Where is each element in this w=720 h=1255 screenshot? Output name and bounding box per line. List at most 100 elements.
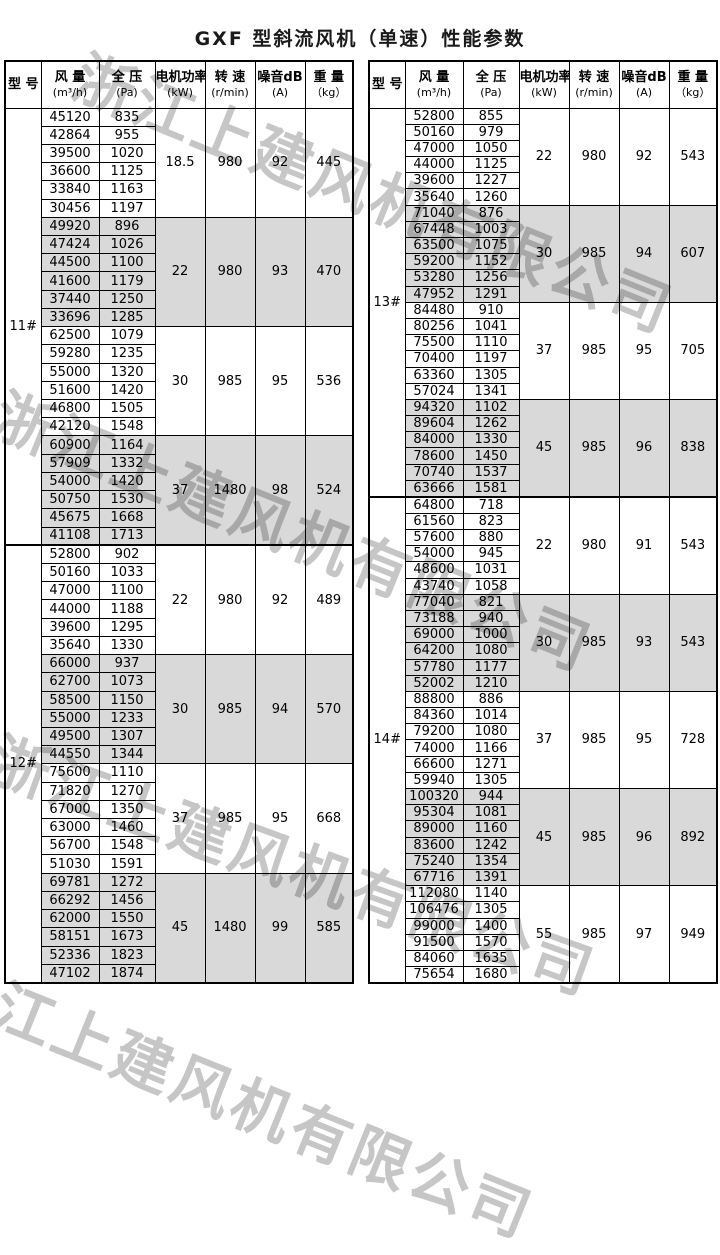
flow-cell: 67000 xyxy=(40,799,100,820)
table-row: 63500 1075 xyxy=(369,236,717,255)
pressure-cell: 902 xyxy=(98,544,156,564)
pressure-cell: 1530 xyxy=(98,490,156,510)
power-cell: 37 xyxy=(154,435,206,546)
pressure-cell: 1163 xyxy=(98,180,156,200)
pressure-cell: 1125 xyxy=(98,162,156,182)
flow-cell: 42120 xyxy=(40,417,100,437)
table-row: 57024 1341 xyxy=(369,382,717,400)
flow-cell: 91500 xyxy=(404,933,464,951)
table-row: 51030 1591 xyxy=(5,854,353,874)
flow-cell: 47000 xyxy=(404,139,464,158)
pressure-cell: 1177 xyxy=(462,658,520,676)
table-row: 45675 1668 xyxy=(5,508,353,528)
pressure-cell: 1548 xyxy=(98,836,156,856)
pressure-cell: 855 xyxy=(462,107,520,125)
pressure-cell: 1330 xyxy=(98,635,156,656)
power-cell: 30 xyxy=(154,654,206,765)
flow-cell: 47424 xyxy=(40,235,100,255)
table-row: 88800 886 37 985 95 728 xyxy=(369,690,718,790)
pressure-cell: 1450 xyxy=(462,447,520,465)
flow-cell: 67716 xyxy=(404,868,464,887)
table-row: 55000 1233 xyxy=(5,708,353,728)
flow-cell: 57024 xyxy=(404,382,464,400)
weight-cell: 536 xyxy=(304,326,354,437)
flow-cell: 47000 xyxy=(40,581,100,601)
col-header-power: 电机功率 (kW) xyxy=(154,60,206,109)
table-row: 67448 1003 xyxy=(369,220,717,239)
table-row: 47102 1874 xyxy=(5,963,353,984)
weight-cell: 445 xyxy=(304,107,354,218)
power-cell: 37 xyxy=(154,763,206,874)
table-row: 54000 1420 xyxy=(5,471,353,492)
flow-cell: 77040 xyxy=(404,593,464,611)
flow-cell: 62000 xyxy=(40,909,100,929)
flow-cell: 63000 xyxy=(40,818,100,838)
table-row: 66000 937 30 985 94 570 xyxy=(5,654,354,765)
flow-cell: 55000 xyxy=(40,362,100,382)
noise-cell: 94 xyxy=(618,204,670,303)
col-header-power: 电机功率 (kW) xyxy=(518,60,570,109)
weight-cell: 705 xyxy=(668,301,718,400)
pressure-cell: 1550 xyxy=(98,909,156,929)
performance-table-right: 型 号 风 量 (m³/h) 全 压 (Pa) 电机功率 (kW) 转 速 (r/min… xyxy=(368,60,718,985)
flow-cell: 75654 xyxy=(404,966,464,984)
pressure-cell: 1058 xyxy=(462,577,520,595)
pressure-cell: 896 xyxy=(98,216,156,237)
weight-cell: 489 xyxy=(304,544,354,656)
weight-cell: 728 xyxy=(668,690,718,790)
flow-cell: 47952 xyxy=(404,285,464,303)
model-cell: 12# xyxy=(4,544,42,984)
flow-cell: 41108 xyxy=(40,526,100,546)
flow-cell: 84000 xyxy=(404,431,464,449)
flow-cell: 70740 xyxy=(404,463,464,481)
pressure-cell: 1713 xyxy=(98,526,156,546)
col-header-noise: 噪音dB (A) xyxy=(618,60,670,109)
table-row: 78600 1450 xyxy=(369,447,717,465)
power-cell: 45 xyxy=(154,872,206,984)
pressure-cell: 1680 xyxy=(462,966,520,984)
speed-cell: 1480 xyxy=(204,872,256,984)
flow-cell: 53280 xyxy=(404,269,464,287)
pressure-cell: 1080 xyxy=(462,723,520,741)
table-row: 47000 1100 xyxy=(5,581,353,601)
table-row: 71040 876 30 985 94 607 xyxy=(369,204,718,303)
flow-cell: 79200 xyxy=(404,723,464,741)
flow-cell: 89604 xyxy=(404,415,464,433)
table-row: 47424 1026 xyxy=(5,235,353,255)
flow-cell: 57909 xyxy=(40,453,100,473)
table-row: 91500 1570 xyxy=(369,933,717,951)
pressure-cell: 945 xyxy=(462,545,520,563)
noise-cell: 92 xyxy=(618,107,670,206)
table-row: 75500 1110 xyxy=(369,334,717,352)
weight-cell: 838 xyxy=(668,398,718,498)
flow-cell: 84480 xyxy=(404,301,464,319)
table-row: 89000 1160 xyxy=(369,820,717,838)
pressure-cell: 1227 xyxy=(462,172,520,190)
pressure-cell: 1197 xyxy=(462,350,520,368)
table-row: 94320 1102 45 985 96 838 xyxy=(369,398,718,498)
noise-cell: 95 xyxy=(618,301,670,400)
weight-cell: 543 xyxy=(668,593,718,692)
pressure-cell: 1305 xyxy=(462,771,520,790)
pressure-cell: 1256 xyxy=(462,269,520,287)
noise-cell: 93 xyxy=(254,216,306,328)
table-row: 80256 1041 xyxy=(369,317,717,336)
speed-cell: 980 xyxy=(204,107,256,218)
flow-cell: 54000 xyxy=(404,545,464,563)
flow-cell: 66000 xyxy=(40,654,100,674)
table-row: 37440 1250 xyxy=(5,289,353,309)
col-header-pressure: 全 压 (Pa) xyxy=(462,60,520,109)
pressure-cell: 1537 xyxy=(462,463,520,481)
flow-cell: 49920 xyxy=(40,216,100,237)
noise-cell: 95 xyxy=(254,763,306,874)
table-row: 75240 1354 xyxy=(369,852,717,870)
pressure-cell: 1166 xyxy=(462,739,520,757)
noise-cell: 95 xyxy=(254,326,306,437)
table-row: 66292 1456 xyxy=(5,890,353,911)
pressure-cell: 1079 xyxy=(98,326,156,346)
pressure-cell: 1305 xyxy=(462,901,520,919)
pressure-cell: 1344 xyxy=(98,745,156,765)
pressure-cell: 1262 xyxy=(462,415,520,433)
noise-cell: 92 xyxy=(254,107,306,218)
table-row: 84060 1635 xyxy=(369,949,717,968)
